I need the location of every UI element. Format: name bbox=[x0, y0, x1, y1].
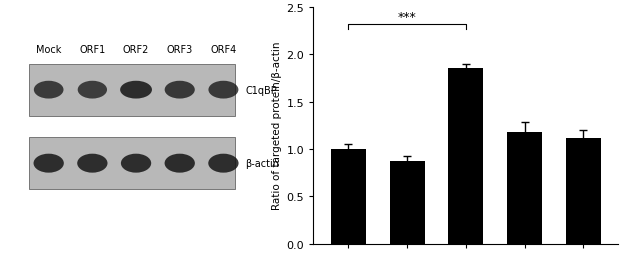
Text: ***: *** bbox=[398, 11, 416, 24]
Text: C1qBP: C1qBP bbox=[245, 85, 278, 95]
Bar bbox=[448, 69, 483, 244]
Text: ORF1: ORF1 bbox=[80, 45, 105, 55]
Bar bbox=[507, 132, 542, 244]
Ellipse shape bbox=[34, 82, 64, 99]
Text: ORF2: ORF2 bbox=[123, 45, 150, 55]
Ellipse shape bbox=[121, 154, 151, 173]
Bar bbox=[565, 138, 601, 244]
Ellipse shape bbox=[120, 82, 152, 99]
Ellipse shape bbox=[77, 154, 107, 173]
Y-axis label: Ratio of targeted protein/β-actin: Ratio of targeted protein/β-actin bbox=[273, 42, 282, 210]
Bar bbox=[331, 149, 366, 244]
Bar bbox=[389, 162, 425, 244]
Ellipse shape bbox=[208, 82, 239, 99]
Text: ORF4: ORF4 bbox=[210, 45, 237, 55]
Ellipse shape bbox=[165, 154, 195, 173]
Ellipse shape bbox=[33, 154, 64, 173]
Text: β-actin: β-actin bbox=[245, 158, 280, 168]
Bar bbox=[29, 64, 235, 116]
Text: ORF3: ORF3 bbox=[167, 45, 193, 55]
Bar bbox=[29, 137, 235, 189]
Text: Mock: Mock bbox=[36, 45, 61, 55]
Ellipse shape bbox=[208, 154, 239, 173]
Ellipse shape bbox=[165, 82, 195, 99]
Ellipse shape bbox=[78, 82, 107, 99]
